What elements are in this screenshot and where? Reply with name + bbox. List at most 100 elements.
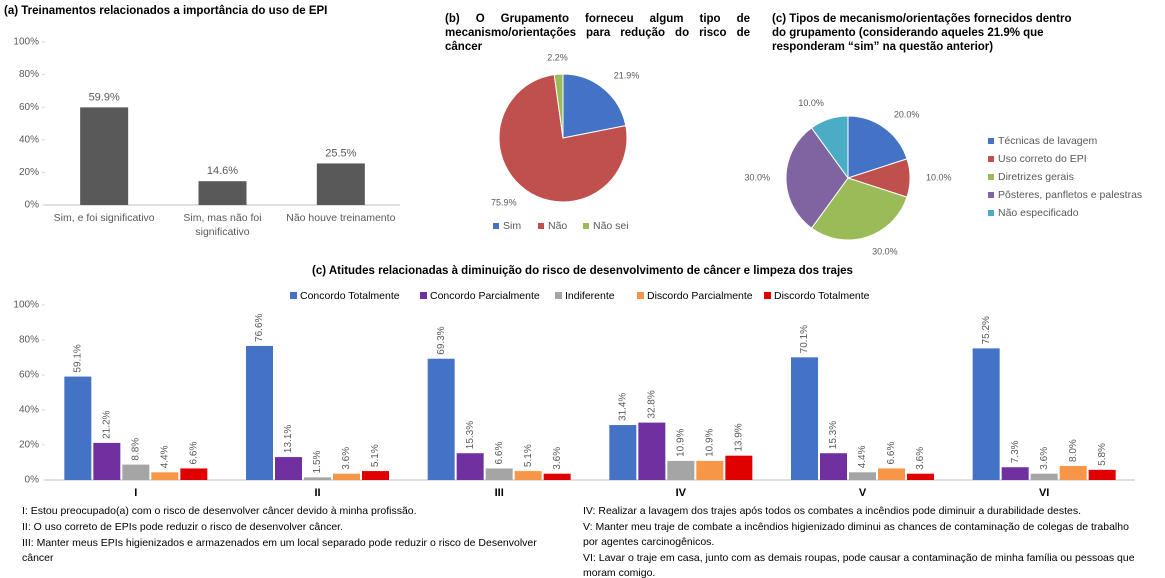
bar <box>180 468 208 480</box>
bar <box>80 107 129 205</box>
legend-swatch <box>555 292 562 299</box>
y-tick-label: 0% <box>25 200 40 211</box>
bar <box>543 473 571 480</box>
bar <box>485 468 513 480</box>
legend-swatch <box>988 138 994 144</box>
legend-swatch <box>988 210 994 216</box>
data-label: 21.2% <box>101 410 112 438</box>
bar <box>1088 469 1116 480</box>
chart-title: (c) Tipos de mecanismo/orientações forne… <box>772 13 1072 53</box>
x-tick-label: Sim, e foi significativo <box>53 212 155 224</box>
x-tick-label: II <box>314 487 320 499</box>
data-label: 21.9% <box>614 71 640 81</box>
data-label: 70.1% <box>799 325 810 353</box>
data-label: 8.8% <box>130 438 141 461</box>
bar <box>849 472 876 480</box>
data-label: 1.5% <box>312 450 323 473</box>
data-label: 15.3% <box>465 421 476 449</box>
data-label: 30.0% <box>872 247 898 257</box>
legend-swatch <box>764 292 771 299</box>
bar <box>609 425 637 480</box>
chart-title: (a) Treinamentos relacionados a importân… <box>4 5 328 17</box>
legend-label: Diretrizes gerais <box>998 171 1074 183</box>
x-tick-label: Não houve treinamento <box>286 212 396 224</box>
data-label: 30.0% <box>744 172 770 182</box>
legend-swatch <box>538 223 544 229</box>
bar <box>198 181 247 205</box>
bar <box>820 453 847 480</box>
data-label: 8.0% <box>1068 439 1079 462</box>
y-tick-label: 80% <box>19 69 39 80</box>
bar <box>1059 466 1087 480</box>
legend-label: Discordo Parcialmente <box>647 290 753 302</box>
data-label: 69.3% <box>436 326 447 354</box>
footnote: I: Estou preocupado(a) com o risco de de… <box>22 505 417 517</box>
bar <box>316 163 365 205</box>
data-label: 14.6% <box>207 165 238 177</box>
bar <box>333 473 360 480</box>
data-label: 4.4% <box>159 445 170 468</box>
footnote: II: O uso correto de EPIs pode reduzir o… <box>22 521 343 533</box>
y-tick-label: 20% <box>19 167 39 178</box>
bar <box>667 460 695 480</box>
data-label: 6.6% <box>188 442 199 465</box>
legend-swatch <box>988 192 994 198</box>
bar <box>972 348 1000 480</box>
legend-swatch <box>290 292 297 299</box>
legend-swatch <box>988 156 994 162</box>
data-label: 75.2% <box>981 316 992 344</box>
y-tick-label: 60% <box>19 102 39 113</box>
data-label: 5.1% <box>370 444 381 467</box>
data-label: 25.5% <box>325 147 356 159</box>
bar <box>514 471 542 480</box>
data-label: 10.9% <box>675 428 686 456</box>
y-tick-label: 40% <box>19 405 39 416</box>
bar <box>456 453 484 480</box>
data-label: 4.4% <box>857 445 868 468</box>
bar <box>791 357 818 480</box>
legend-label: Não <box>548 220 567 232</box>
x-tick-label: V <box>859 487 867 499</box>
data-label: 10.9% <box>704 428 715 456</box>
bar <box>1001 467 1029 480</box>
y-tick-label: 60% <box>19 370 39 381</box>
legend-label: Não sei <box>593 220 629 232</box>
data-label: 3.6% <box>341 447 352 470</box>
data-label: 13.9% <box>733 423 744 451</box>
pie-slice <box>810 115 849 180</box>
footnote: VI: Lavar o traje em casa, junto com as … <box>583 552 1135 578</box>
bar <box>304 477 331 480</box>
pie-slice <box>562 73 627 139</box>
pie-slice <box>810 177 908 241</box>
data-label: 3.6% <box>552 447 563 470</box>
x-tick-label: VI <box>1039 487 1049 499</box>
bar <box>151 472 179 480</box>
legend-swatch <box>637 292 644 299</box>
legend-swatch <box>493 223 499 229</box>
footnote: III: Manter meus EPIs higienizados e arm… <box>22 537 537 564</box>
data-label: 15.3% <box>828 421 839 449</box>
legend-label: Técnicas de lavagem <box>998 135 1097 147</box>
data-label: 59.1% <box>72 344 83 372</box>
data-label: 6.6% <box>886 442 897 465</box>
data-label: 20.0% <box>894 109 920 119</box>
legend-swatch <box>583 223 589 229</box>
bar <box>275 457 302 480</box>
legend-label: Sim <box>503 220 521 232</box>
bar <box>362 471 389 480</box>
y-tick-label: 100% <box>13 37 39 48</box>
footnote: V: Manter meu traje de combate a incêndi… <box>583 521 1129 548</box>
data-label: 10.0% <box>798 98 824 108</box>
data-label: 6.6% <box>494 442 505 465</box>
pie-slice <box>498 74 628 203</box>
legend-label: Pôsteres, panfletos e palestras <box>998 189 1142 201</box>
legend-label: Discordo Totalmente <box>774 290 870 302</box>
data-label: 10.0% <box>926 172 952 182</box>
legend-label: Uso correto do EPI <box>998 153 1087 165</box>
bar <box>427 358 455 480</box>
data-label: 76.6% <box>254 313 265 341</box>
data-label: 5.1% <box>523 444 534 467</box>
data-label: 3.6% <box>1039 447 1050 470</box>
y-tick-label: 0% <box>25 475 40 486</box>
